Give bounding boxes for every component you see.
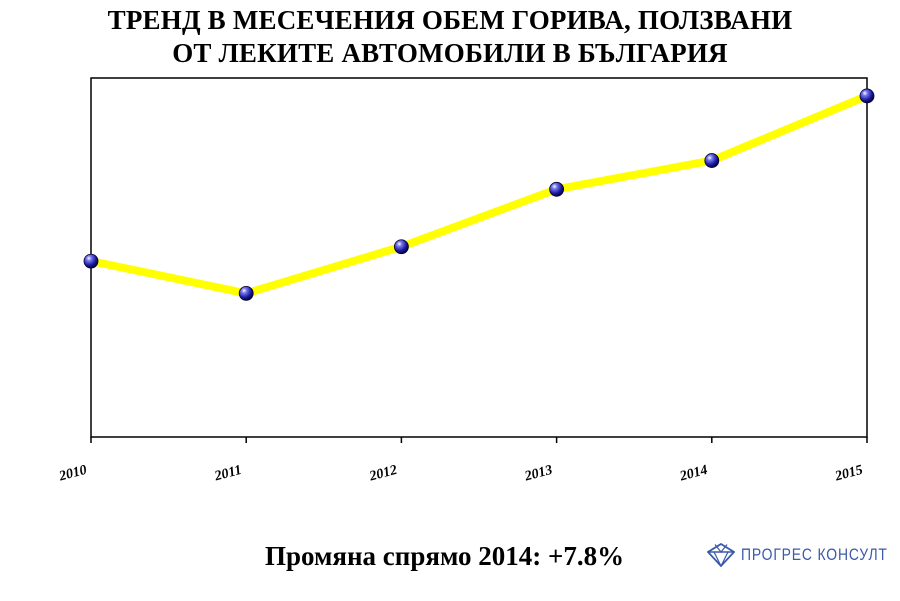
chart-title: ТРЕНД В МЕСЕЧЕНИЯ ОБЕМ ГОРИВА, ПОЛЗВАНИ …: [0, 4, 900, 70]
data-point: [859, 88, 875, 104]
diamond-icon: [707, 543, 735, 567]
series-line: [87, 91, 871, 298]
data-point: [238, 285, 254, 301]
plot-area: [90, 77, 868, 438]
x-tick-label: 2014: [677, 463, 709, 485]
chart-title-line-2: ОТ ЛЕКИТЕ АВТОМОБИЛИ В БЪЛГАРИЯ: [172, 38, 728, 68]
chart-title-line-1: ТРЕНД В МЕСЕЧЕНИЯ ОБЕМ ГОРИВА, ПОЛЗВАНИ: [107, 5, 793, 35]
change-annotation: Промяна спрямо 2014: +7.8%: [265, 541, 625, 571]
x-tick-label: 2012: [367, 463, 399, 485]
x-tick-label: 2013: [522, 463, 554, 485]
logo-text: ПРОГРЕС КОНСУЛТ: [741, 545, 888, 564]
data-point: [704, 153, 720, 168]
x-tick-label: 2010: [57, 463, 89, 485]
data-point: [393, 239, 409, 255]
data-point: [83, 253, 99, 269]
brand-logo: ПРОГРЕС КОНСУЛТ: [707, 540, 900, 570]
data-point: [549, 181, 564, 197]
x-tick-label: 2015: [833, 463, 865, 485]
x-tick-label: 2011: [212, 463, 243, 485]
